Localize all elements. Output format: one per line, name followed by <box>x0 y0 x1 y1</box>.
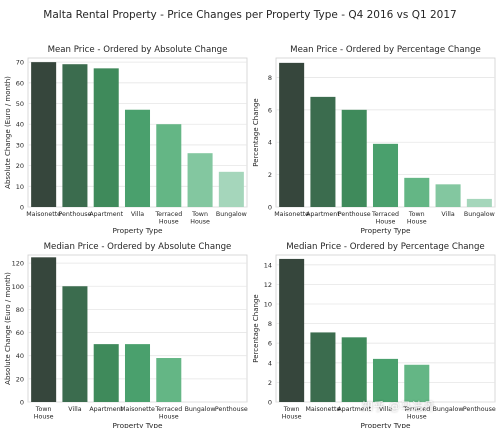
watermark-logo: 知乎 @马洁丹 <box>362 400 435 413</box>
bar-1 <box>31 257 57 402</box>
y-tick-label: 8 <box>268 74 272 82</box>
y-tick-label: 0 <box>268 399 272 407</box>
y-tick-label: 120 <box>12 260 24 268</box>
chart-panel-1: 0 10 20 30 40 50 60 70 MaisonettePenthouseApartm… <box>4 45 248 235</box>
y-tick-label: 0 <box>268 204 272 212</box>
x-tick-label: Town House <box>282 406 302 421</box>
y-tick-label: 2 <box>268 171 272 179</box>
subplot-title: Median Price - Ordered by Percentage Cha… <box>286 242 484 252</box>
bar-5 <box>156 358 182 402</box>
x-axis-label: Property Type <box>361 421 411 428</box>
y-tick-label: 30 <box>16 141 24 149</box>
y-tick-label: 20 <box>16 375 24 383</box>
x-tick-label: Apartment <box>89 211 123 218</box>
y-tick-label: 14 <box>264 261 272 269</box>
bar-1 <box>279 258 305 402</box>
y-tick-label: 40 <box>16 121 24 129</box>
x-tick-label: Apartment <box>337 406 371 413</box>
y-axis-label: Absolute Change (Euro / month) <box>4 272 12 385</box>
x-tick-label: Penthouse <box>463 406 496 413</box>
x-tick-label: Terraced House <box>402 406 430 421</box>
y-tick-label: 100 <box>12 283 24 291</box>
x-tick-label: Apartment <box>306 211 340 218</box>
x-tick-label: Penthouse <box>338 211 371 218</box>
y-axis-label: Absolute Change (Euro / month) <box>4 76 12 189</box>
x-axis-label: Property Type <box>361 226 411 235</box>
y-tick-label: 8 <box>268 320 272 328</box>
bar-5 <box>404 364 430 402</box>
x-tick-label: Villa <box>68 406 81 413</box>
x-tick-label: Maisonette <box>120 406 155 413</box>
y-tick-label: 4 <box>268 359 272 367</box>
bar-2 <box>310 96 336 207</box>
figure-title: Malta Rental Property - Price Changes pe… <box>43 9 457 21</box>
bar-2 <box>310 332 336 402</box>
y-tick-label: 70 <box>16 59 24 67</box>
x-tick-label: Bungalow <box>185 406 216 413</box>
x-tick-label: Apartment <box>89 406 123 413</box>
y-tick-label: 60 <box>16 79 24 87</box>
y-tick-label: 0 <box>20 399 24 407</box>
bar-3 <box>93 344 119 402</box>
subplot-title: Mean Price - Ordered by Percentage Chang… <box>290 45 481 55</box>
x-tick-label: Penthouse <box>58 211 91 218</box>
y-tick-label: 50 <box>16 100 24 108</box>
y-tick-label: 0 <box>20 204 24 212</box>
y-axis-label: Percentage Change <box>252 294 260 362</box>
x-tick-label: Maisonette <box>26 211 61 218</box>
x-axis-label: Property Type <box>113 226 163 235</box>
x-tick-label: Villa <box>379 406 392 413</box>
y-tick-label: 10 <box>16 183 24 191</box>
bar-2 <box>62 286 88 402</box>
y-tick-label: 40 <box>16 352 24 360</box>
y-tick-label: 20 <box>16 162 24 170</box>
bar-4 <box>372 143 399 207</box>
y-tick-label: 6 <box>268 106 272 114</box>
x-tick-label: Maisonette <box>305 406 340 413</box>
x-tick-label: Bungalow <box>216 211 247 218</box>
x-tick-label: Terraced House <box>371 211 399 226</box>
y-tick-label: 6 <box>268 340 272 348</box>
y-tick-label: 2 <box>268 379 272 387</box>
bar-3 <box>341 337 367 402</box>
y-axis-label: Percentage Change <box>252 98 260 166</box>
bar-1 <box>31 62 57 208</box>
x-tick-label: Penthouse <box>215 406 248 413</box>
x-tick-label: Maisonette <box>274 211 309 218</box>
x-tick-label: Bungalow <box>464 211 495 218</box>
x-tick-label: Villa <box>131 211 144 218</box>
x-tick-label: Town House <box>190 211 210 226</box>
bar-2 <box>62 64 88 207</box>
x-tick-label: Town House <box>34 406 54 421</box>
subplot-title: Mean Price - Ordered by Absolute Change <box>48 45 228 55</box>
chart-panel-3: 0 20 40 60 80 100 120 Town House Villa ApartmentMa… <box>4 242 248 428</box>
y-tick-label: 4 <box>268 139 272 147</box>
y-tick-label: 12 <box>264 281 272 289</box>
bar-4 <box>372 358 399 402</box>
x-tick-label: Bungalow <box>433 406 464 413</box>
bar-3 <box>341 109 367 207</box>
bar-1 <box>279 62 305 207</box>
bar-6 <box>187 153 213 207</box>
bar-4 <box>124 344 151 402</box>
y-tick-label: 10 <box>264 301 272 309</box>
bar-3 <box>93 68 119 207</box>
y-tick-label: 60 <box>16 329 24 337</box>
bar-7 <box>466 198 492 207</box>
x-tick-label: Terraced House <box>154 406 182 421</box>
x-tick-label: Town House <box>407 211 427 226</box>
bar-4 <box>124 109 151 207</box>
bar-6 <box>435 184 461 207</box>
x-axis-label: Property Type <box>113 421 163 428</box>
y-tick-label: 80 <box>16 306 24 314</box>
bar-7 <box>218 171 244 207</box>
bar-5 <box>404 177 430 207</box>
bar-5 <box>156 124 182 207</box>
x-tick-label: Villa <box>441 211 454 218</box>
subplot-title: Median Price - Ordered by Absolute Chang… <box>44 242 232 252</box>
x-tick-label: Terraced House <box>154 211 182 226</box>
